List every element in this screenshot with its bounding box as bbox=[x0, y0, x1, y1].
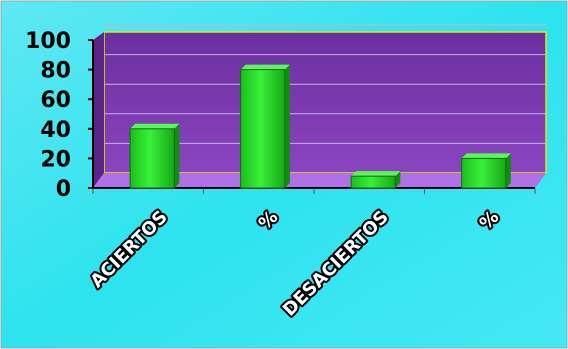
plot-floor bbox=[93, 173, 546, 188]
bar-side bbox=[284, 64, 290, 188]
bar bbox=[129, 123, 180, 189]
bar-front bbox=[129, 128, 175, 189]
y-tick-label: 60 bbox=[40, 88, 71, 113]
bar-front bbox=[461, 157, 507, 189]
bar-top bbox=[351, 171, 401, 177]
bar-front bbox=[240, 69, 286, 189]
bar-top bbox=[461, 153, 511, 159]
bar bbox=[350, 171, 401, 189]
bar-top bbox=[240, 64, 290, 70]
bar-side bbox=[505, 153, 511, 188]
bar-top bbox=[130, 123, 180, 129]
bar bbox=[461, 153, 511, 189]
y-tick-label: 40 bbox=[40, 118, 71, 143]
y-tick-label: 100 bbox=[25, 29, 71, 54]
bar-front bbox=[350, 175, 396, 189]
bar-side bbox=[174, 123, 180, 188]
y-tick-label: 80 bbox=[40, 59, 71, 84]
bar bbox=[240, 64, 290, 189]
plot-area bbox=[92, 24, 547, 194]
y-tick-label: 20 bbox=[40, 147, 71, 172]
y-tick-label: 0 bbox=[56, 177, 71, 202]
bar-side bbox=[395, 171, 401, 188]
plot-side-wall bbox=[93, 32, 104, 188]
